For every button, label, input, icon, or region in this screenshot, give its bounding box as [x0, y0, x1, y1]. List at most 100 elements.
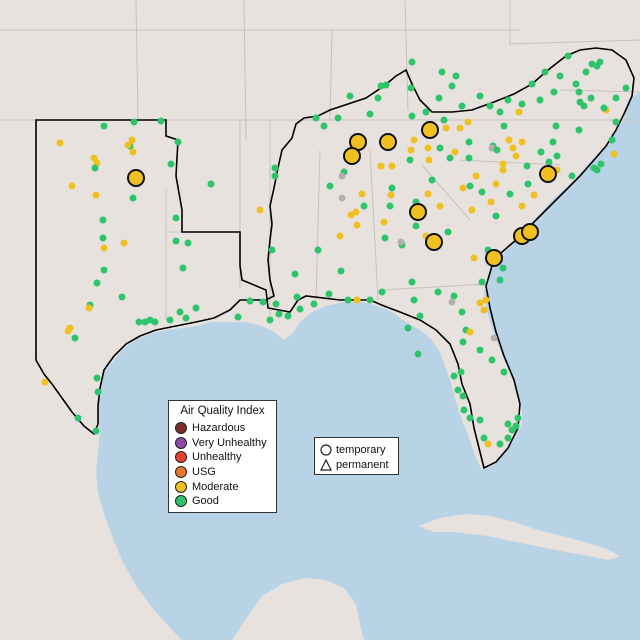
monitor-site	[360, 202, 368, 210]
monitor-site	[608, 136, 616, 144]
monitor-site	[92, 191, 100, 199]
monitor-site-no-data	[448, 298, 456, 306]
land-mexico	[0, 304, 182, 640]
monitor-site	[550, 88, 558, 96]
monitor-site	[600, 104, 608, 112]
monitor-site	[436, 144, 444, 152]
temporary-site	[485, 249, 503, 267]
aqi-legend-item: Very Unhealthy	[175, 436, 270, 451]
land-cuba	[418, 514, 620, 560]
monitor-site	[442, 124, 450, 132]
monitor-site-no-data	[490, 334, 498, 342]
monitor-site	[466, 182, 474, 190]
temporary-site	[379, 133, 397, 151]
monitor-site	[518, 100, 526, 108]
monitor-site-no-data	[338, 194, 346, 202]
monitor-site	[476, 92, 484, 100]
monitor-site	[380, 218, 388, 226]
monitor-site	[382, 81, 390, 89]
monitor-site	[157, 117, 165, 125]
monitor-site	[314, 246, 322, 254]
aqi-legend-label: Moderate	[192, 480, 239, 493]
aqi-legend-item: Good	[175, 494, 270, 509]
monitor-site	[458, 102, 466, 110]
monitor-site	[129, 194, 137, 202]
monitor-site	[56, 139, 64, 147]
monitor-site	[336, 232, 344, 240]
monitor-site	[572, 80, 580, 88]
monitor-site	[545, 158, 553, 166]
monitor-site	[352, 208, 360, 216]
monitor-site	[590, 164, 598, 172]
aqi-legend-item: Moderate	[175, 479, 270, 494]
aqi-swatch-good	[175, 495, 187, 508]
monitor-site	[451, 148, 459, 156]
monitor-site	[492, 212, 500, 220]
monitor-site	[487, 198, 495, 206]
monitor-site	[366, 296, 374, 304]
circle-icon	[320, 443, 332, 456]
state-borders	[0, 0, 640, 320]
monitor-site	[435, 94, 443, 102]
site-type-legend: temporary permanent	[314, 437, 399, 475]
monitor-site	[434, 288, 442, 296]
site-type-item: permanent	[320, 457, 393, 472]
monitor-site	[172, 214, 180, 222]
monitor-site	[275, 310, 283, 318]
monitor-site	[91, 164, 99, 172]
monitor-site	[514, 414, 522, 422]
temporary-site	[421, 121, 439, 139]
monitor-site	[325, 290, 333, 298]
monitor-site	[176, 308, 184, 316]
monitor-site	[408, 112, 416, 120]
monitor-site	[438, 68, 446, 76]
monitor-site	[504, 434, 512, 442]
monitor-site	[454, 386, 462, 394]
monitor-site	[93, 374, 101, 382]
monitor-site	[530, 191, 538, 199]
monitor-site	[459, 392, 467, 400]
monitor-site	[444, 228, 452, 236]
monitor-site	[85, 304, 93, 312]
monitor-site	[272, 300, 280, 308]
monitor-site	[259, 298, 267, 306]
monitor-site	[478, 278, 486, 286]
temporary-site	[409, 203, 427, 221]
monitor-site	[192, 304, 200, 312]
monitor-site	[440, 116, 448, 124]
monitor-site	[414, 350, 422, 358]
monitor-site	[388, 162, 396, 170]
monitor-site	[476, 346, 484, 354]
monitor-site	[575, 126, 583, 134]
monitor-site	[499, 166, 507, 174]
monitor-site	[296, 305, 304, 313]
monitor-site	[496, 440, 504, 448]
monitor-site	[310, 300, 318, 308]
monitor-site	[353, 296, 361, 304]
monitor-site	[99, 216, 107, 224]
monitor-site	[128, 136, 136, 144]
monitor-site	[410, 296, 418, 304]
monitor-site	[207, 180, 215, 188]
monitor-site	[480, 434, 488, 442]
temporary-site	[343, 147, 361, 165]
monitor-site	[456, 124, 464, 132]
monitor-site	[284, 312, 292, 320]
monitor-site	[271, 172, 279, 180]
monitor-site	[553, 152, 561, 160]
aqi-legend-title: Air Quality Index	[180, 405, 265, 417]
monitor-site	[135, 318, 143, 326]
monitor-site	[428, 176, 436, 184]
monitor-site	[564, 52, 572, 60]
monitor-site-no-data	[338, 172, 346, 180]
monitor-site	[410, 136, 418, 144]
monitor-site	[466, 328, 474, 336]
monitor-site	[512, 422, 520, 430]
monitor-site	[496, 108, 504, 116]
aqi-swatch-usg	[175, 466, 187, 479]
monitor-site	[184, 239, 192, 247]
monitor-site	[509, 144, 517, 152]
temporary-site	[521, 223, 539, 241]
monitor-site	[366, 110, 374, 118]
